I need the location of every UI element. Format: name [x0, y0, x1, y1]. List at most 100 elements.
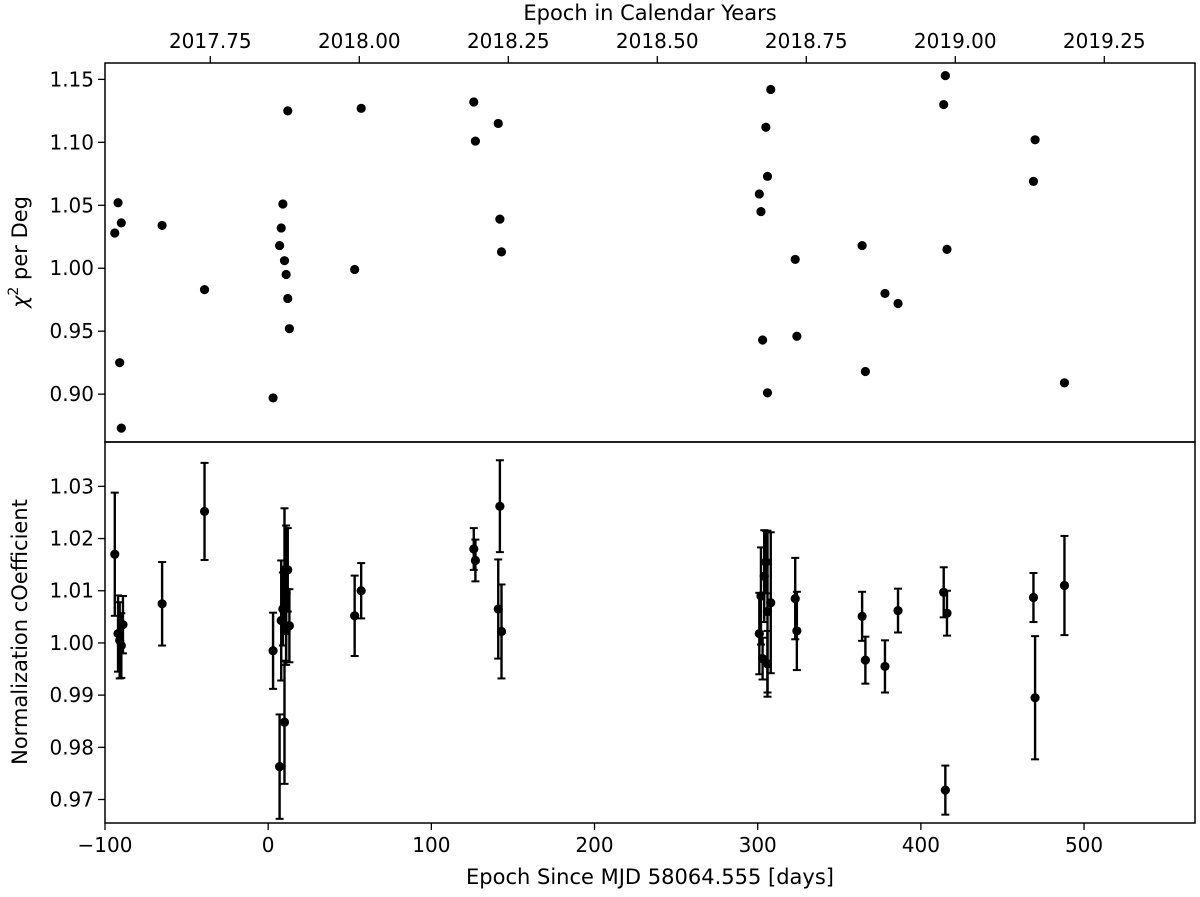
- normalization-points: [110, 459, 1070, 820]
- normalization-y-tick-label: 1.03: [49, 474, 94, 498]
- chi2-point: [893, 298, 903, 309]
- chi2-point: [110, 228, 120, 238]
- chi2-point: [790, 254, 800, 265]
- normalization-y-tick-label: 1.00: [49, 631, 94, 655]
- chi2-point: [350, 264, 360, 275]
- chi2-point: [281, 269, 291, 280]
- year-tick-label: 2018.00: [318, 29, 401, 53]
- chi2-y-tick-label: 1.00: [49, 256, 94, 280]
- top-axis-title: Epoch in Calendar Years: [523, 1, 776, 25]
- days-x-tick-label: 100: [412, 833, 450, 857]
- chi2-point: [939, 99, 949, 110]
- chi2-point: [757, 335, 768, 345]
- chi2-point: [199, 285, 210, 295]
- chi2-point: [496, 247, 507, 257]
- chi2-point: [880, 288, 890, 299]
- year-tick-label: 2018.25: [467, 29, 550, 53]
- normalization-point: [880, 661, 890, 672]
- chi2-point: [1059, 378, 1070, 388]
- chi2-point: [276, 223, 286, 233]
- normalization-y-tick-label: 1.02: [49, 527, 94, 551]
- normalization-point: [157, 599, 167, 609]
- days-x-tick-label: 0: [262, 833, 275, 857]
- days-x-tick-label: 500: [1065, 833, 1103, 857]
- normalization-point: [790, 593, 800, 604]
- normalization-point: [761, 557, 771, 567]
- year-tick-label: 2019.25: [1063, 29, 1146, 53]
- normalization-point: [274, 762, 285, 772]
- normalization-point: [283, 565, 293, 575]
- chi2-point: [1028, 176, 1039, 186]
- days-x-tick-label: 300: [739, 833, 777, 857]
- normalization-axes-frame: [104, 441, 1196, 824]
- normalization-point: [199, 506, 210, 517]
- normalization-point: [792, 626, 802, 636]
- chi2-point: [116, 218, 126, 228]
- normalization-point: [110, 549, 120, 559]
- chi2-point: [762, 171, 773, 181]
- normalization-point: [116, 640, 126, 651]
- chi2-point: [857, 240, 867, 251]
- normalization-point: [350, 611, 360, 621]
- normalization-point: [1028, 592, 1039, 603]
- normalization-point: [470, 555, 481, 566]
- chi2-point: [113, 198, 123, 208]
- year-tick-label: 2017.75: [169, 29, 252, 53]
- chi2-points: [110, 70, 1070, 433]
- chi2-point: [356, 103, 366, 113]
- year-tick-label: 2019.00: [914, 29, 997, 53]
- days-x-tick-label: −100: [78, 833, 133, 857]
- chi2-point: [284, 324, 294, 334]
- chi2-point: [860, 366, 870, 377]
- chi2-point: [268, 393, 278, 403]
- year-tick-label: 2018.50: [616, 29, 699, 53]
- chi2-y-tick-label: 0.95: [49, 319, 94, 343]
- chi2-point: [469, 97, 479, 107]
- days-x-tick-label: 400: [902, 833, 940, 857]
- normalization-point: [860, 655, 870, 665]
- chi2-y-tick-label: 1.15: [49, 67, 94, 91]
- chi2-point: [279, 256, 290, 266]
- normalization-y-tick-label: 0.97: [49, 788, 94, 812]
- chi2-y-ticks: 0.90 0.95 1.00 1.05 1.10 1.15: [49, 67, 105, 406]
- normalization-point: [857, 611, 867, 621]
- chi2-point: [792, 331, 802, 341]
- chi2-point: [283, 293, 293, 304]
- normalization-point: [268, 646, 278, 656]
- chi2-point: [766, 84, 776, 95]
- chi2-point: [756, 206, 766, 217]
- normalization-point: [893, 605, 903, 616]
- normalization-y-tick-label: 0.99: [49, 683, 94, 707]
- normalization-point: [940, 785, 950, 795]
- normalization-y-tick-label: 0.98: [49, 735, 94, 759]
- chi2-y-tick-label: 1.05: [49, 193, 94, 217]
- normalization-point: [118, 620, 128, 630]
- chi2-y-tick-label: 1.10: [49, 130, 94, 154]
- normalization-point: [495, 501, 505, 511]
- normalization-point: [496, 626, 507, 637]
- chi2-point: [495, 214, 505, 224]
- normalization-panel: 0.97 0.98 0.99 1.00 1.01 1.02 1.03 −100 0 100 200…: [8, 441, 1196, 889]
- normalization-y-axis-title: Normalization cOefficient: [8, 499, 32, 765]
- normalization-point: [284, 621, 294, 631]
- normalization-y-tick-label: 1.01: [49, 579, 94, 603]
- normalization-point: [469, 544, 479, 554]
- x-axis-title: Epoch Since MJD 58064.555 [days]: [466, 865, 834, 889]
- chi2-y-axis-title: χ2 per Deg: [6, 196, 32, 309]
- normalization-y-ticks: 0.97 0.98 0.99 1.00 1.01 1.02 1.03: [49, 474, 105, 812]
- chi2-point: [283, 106, 293, 116]
- normalization-point: [279, 717, 290, 727]
- chi2-point: [115, 358, 125, 368]
- chi2-point: [761, 122, 771, 132]
- chi2-point: [274, 240, 285, 251]
- chi2-point: [116, 423, 126, 433]
- normalization-point: [1059, 580, 1070, 591]
- chi2-point: [157, 220, 167, 231]
- year-tick-label: 2018.75: [765, 29, 848, 53]
- chi2-point: [762, 388, 773, 398]
- chi2-point: [278, 199, 288, 209]
- chi2-point: [1030, 135, 1040, 145]
- chi2-point: [470, 136, 481, 146]
